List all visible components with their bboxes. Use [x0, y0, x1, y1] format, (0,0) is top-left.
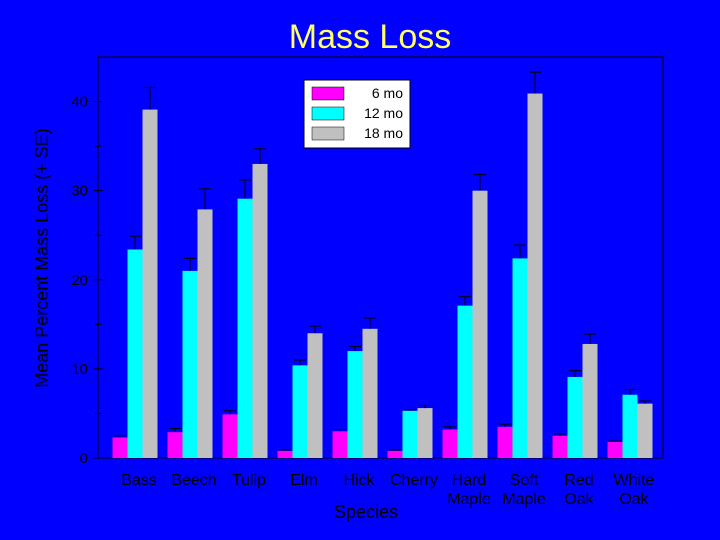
- category-label: Oak: [619, 491, 649, 508]
- category-label: White: [614, 472, 655, 489]
- bar: [222, 414, 238, 458]
- plot-frame: [97, 56, 664, 459]
- legend-swatch: [311, 86, 345, 101]
- bar: [512, 258, 528, 458]
- x-axis-label: Species: [334, 502, 398, 522]
- category-label: Soft: [510, 472, 539, 489]
- category-label: Maple: [502, 491, 546, 508]
- bar: [582, 343, 598, 458]
- y-tick-label: 30: [71, 183, 88, 200]
- bars: [112, 71, 653, 459]
- legend-label: 18 mo: [364, 125, 403, 141]
- y-tick-label: 40: [71, 94, 88, 111]
- bar: [402, 410, 418, 458]
- legend-label: 12 mo: [364, 105, 403, 121]
- category-label: Oak: [564, 491, 594, 508]
- bar: [332, 431, 348, 458]
- bar: [472, 190, 488, 458]
- bar: [252, 163, 268, 458]
- bar: [637, 403, 653, 458]
- category-label: Maple: [447, 491, 491, 508]
- category-labels: Bass Beech Tulip Elm Hick Cherry Hard Maple Soft…: [121, 472, 654, 508]
- bar: [197, 209, 213, 458]
- bar: [387, 450, 403, 458]
- category-label: Beech: [171, 472, 216, 489]
- y-tick-label: 0: [80, 450, 88, 467]
- y-axis: 0 10 20 30 40: [71, 94, 103, 467]
- category-label: Hard: [452, 472, 487, 489]
- bar: [457, 305, 473, 458]
- bar: [607, 441, 623, 458]
- legend-swatch: [311, 126, 345, 141]
- bar: [417, 408, 433, 458]
- y-axis-label: Mean Percent Mass Loss (+ SE): [32, 128, 52, 388]
- category-label: Elm: [290, 472, 318, 489]
- y-tick-label: 20: [71, 272, 88, 289]
- category-label: Hick: [343, 472, 375, 489]
- bar: [527, 93, 543, 458]
- legend-label: 6 mo: [372, 85, 403, 101]
- bar: [182, 270, 198, 458]
- legend-swatch: [311, 106, 345, 121]
- bar: [497, 426, 513, 458]
- bar: [167, 432, 183, 458]
- bar: [277, 450, 293, 458]
- bar: [112, 437, 128, 458]
- bar: [347, 351, 363, 458]
- legend: 6 mo 12 mo 18 mo: [303, 79, 411, 149]
- category-label: Red: [564, 472, 593, 489]
- category-label: Bass: [121, 472, 157, 489]
- y-tick-label: 10: [71, 361, 88, 378]
- bar: [307, 333, 323, 458]
- bar: [622, 394, 638, 458]
- bar: [362, 328, 378, 458]
- bar: [127, 249, 143, 458]
- category-label: Tulip: [232, 472, 266, 489]
- category-label: Cherry: [390, 472, 438, 489]
- bar: [237, 198, 253, 459]
- bar: [567, 376, 583, 458]
- bar: [552, 435, 568, 458]
- bar: [142, 109, 158, 458]
- chart-title: Mass Loss: [289, 18, 452, 56]
- bar: [292, 365, 308, 458]
- bar: [442, 429, 458, 458]
